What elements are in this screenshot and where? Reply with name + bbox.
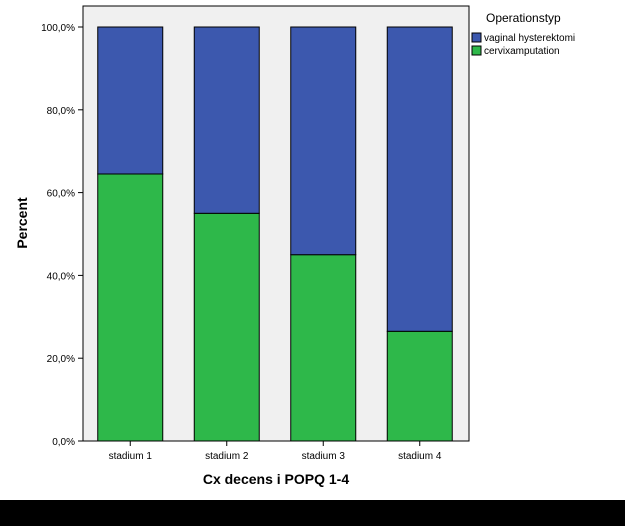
x-tick-label: stadium 3 <box>302 451 346 462</box>
y-tick-label: 20,0% <box>47 354 75 365</box>
x-tick-label: stadium 4 <box>398 451 442 462</box>
y-tick-label: 100,0% <box>41 23 75 34</box>
bar-segment-vaginal-hysterektomi-1 <box>97 26 164 175</box>
legend-swatch <box>471 32 482 43</box>
legend-label: cervixamputation <box>484 46 560 57</box>
bottom-black-band <box>0 500 625 526</box>
y-axis: 0,0% 20,0% 40,0% 60,0% 80,0% 100,0% <box>41 23 83 448</box>
x-axis-title: Cx decens i POPQ 1-4 <box>203 471 349 487</box>
legend: Operationstyp vaginal hysterektomi cervix… <box>471 11 575 57</box>
bar-segment-vaginal-hysterektomi-3 <box>290 26 357 256</box>
y-tick-label: 0,0% <box>52 437 75 448</box>
y-tick-label: 40,0% <box>47 271 75 282</box>
bar-segment-vaginal-hysterektomi-4 <box>386 26 453 332</box>
y-tick-label: 80,0% <box>47 106 75 117</box>
x-axis: stadium 1 stadium 2 stadium 3 stadium 4 <box>109 441 442 462</box>
x-tick-label: stadium 1 <box>109 451 153 462</box>
bar-segment-cervixamputation-4 <box>386 330 453 442</box>
x-tick-label: stadium 2 <box>205 451 249 462</box>
bars <box>97 26 453 442</box>
bar-segment-cervixamputation-2 <box>193 212 260 442</box>
legend-label: vaginal hysterektomi <box>484 33 575 44</box>
stacked-bar-chart: 0,0% 20,0% 40,0% 60,0% 80,0% 100,0% stadium 1… <box>14 5 575 487</box>
bar-segment-cervixamputation-1 <box>97 173 164 442</box>
bar-segment-cervixamputation-3 <box>290 254 357 442</box>
y-tick-label: 60,0% <box>47 189 75 200</box>
bar-segment-vaginal-hysterektomi-2 <box>193 26 260 214</box>
legend-swatch <box>471 45 482 56</box>
legend-title: Operationstyp <box>486 11 561 25</box>
y-axis-title: Percent <box>14 197 30 249</box>
